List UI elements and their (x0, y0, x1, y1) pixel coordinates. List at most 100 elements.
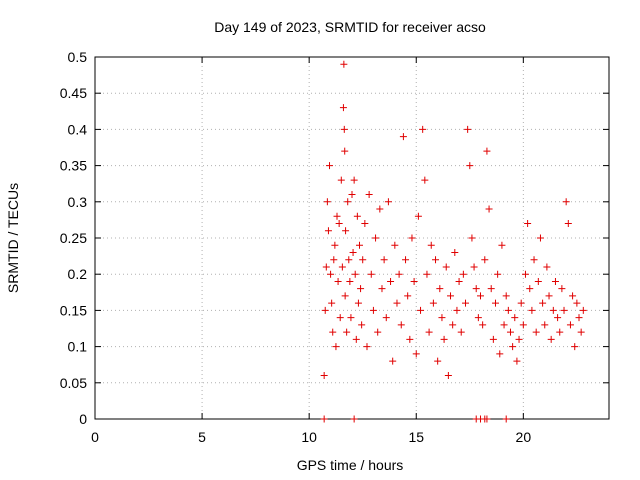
data-point (569, 292, 577, 300)
data-point (464, 125, 472, 133)
data-point (579, 306, 587, 314)
data-point (326, 162, 334, 170)
data-point (545, 292, 553, 300)
data-point (547, 335, 555, 343)
data-point (329, 328, 337, 336)
data-point (564, 220, 572, 228)
data-point (389, 357, 397, 365)
data-point (391, 241, 399, 249)
data-point (549, 306, 557, 314)
data-point (340, 125, 348, 133)
data-point (517, 299, 525, 307)
y-tick-label: 0.3 (68, 194, 88, 210)
data-point (323, 198, 331, 206)
data-point (345, 256, 353, 264)
y-tick-label: 0.2 (68, 266, 88, 282)
y-tick-label: 0.1 (68, 339, 88, 355)
data-point (355, 241, 363, 249)
data-point (380, 256, 388, 264)
data-point (324, 227, 332, 235)
data-point (502, 292, 510, 300)
data-point (347, 314, 355, 322)
data-point (468, 234, 476, 242)
data-point (485, 205, 493, 213)
data-point (536, 234, 544, 242)
data-point (515, 335, 523, 343)
data-point (511, 314, 519, 322)
data-point (462, 299, 470, 307)
data-point (577, 328, 585, 336)
data-point (320, 415, 328, 423)
data-point (340, 60, 348, 68)
data-point (334, 277, 342, 285)
data-point (341, 147, 349, 155)
data-point (369, 306, 377, 314)
data-point (457, 328, 465, 336)
data-point (562, 198, 570, 206)
data-point (556, 328, 564, 336)
x-tick-label: 10 (301, 429, 317, 445)
data-point (481, 256, 489, 264)
data-point (519, 321, 527, 329)
x-tick-label: 5 (198, 429, 206, 445)
data-point (374, 328, 382, 336)
data-point (436, 285, 444, 293)
data-point (421, 176, 429, 184)
data-point (466, 162, 474, 170)
data-point (509, 343, 517, 351)
data-point (489, 335, 497, 343)
data-point (397, 321, 405, 329)
data-point (575, 314, 583, 322)
data-point (414, 212, 422, 220)
data-point (382, 314, 390, 322)
data-point (412, 350, 420, 358)
data-point (341, 292, 349, 300)
y-tick-label: 0.15 (60, 302, 87, 318)
data-point (524, 220, 532, 228)
data-point (521, 270, 529, 278)
data-point (353, 212, 361, 220)
data-point (541, 321, 549, 329)
data-point (483, 415, 491, 423)
data-point (367, 270, 375, 278)
data-point (359, 256, 367, 264)
data-point (410, 277, 418, 285)
data-point (440, 335, 448, 343)
data-point (352, 335, 360, 343)
data-point (399, 133, 407, 141)
data-point (335, 220, 343, 228)
data-point (333, 212, 341, 220)
y-tick-label: 0.25 (60, 230, 87, 246)
data-point (361, 220, 369, 228)
data-point (530, 256, 538, 264)
data-point (532, 328, 540, 336)
data-point (447, 292, 455, 300)
data-point (432, 256, 440, 264)
data-point (554, 314, 562, 322)
data-point (395, 270, 403, 278)
data-point (455, 277, 463, 285)
data-point (346, 277, 354, 285)
data-point (477, 292, 484, 300)
data-point (470, 263, 478, 271)
data-point (387, 277, 395, 285)
data-point (438, 314, 446, 322)
data-point (500, 321, 508, 329)
data-point (474, 314, 482, 322)
data-point (378, 285, 386, 293)
data-point (573, 299, 581, 307)
data-point (571, 343, 579, 351)
data-point (551, 277, 559, 285)
data-point (459, 270, 467, 278)
data-point (321, 306, 329, 314)
data-point (372, 234, 380, 242)
data-point (376, 205, 384, 213)
data-point (337, 176, 345, 184)
data-point (487, 285, 495, 293)
data-point (339, 104, 347, 112)
data-point (328, 299, 336, 307)
data-point (384, 198, 392, 206)
data-point (350, 176, 358, 184)
y-axis-label: SRMTID / TECUs (5, 183, 21, 293)
data-point (506, 328, 514, 336)
